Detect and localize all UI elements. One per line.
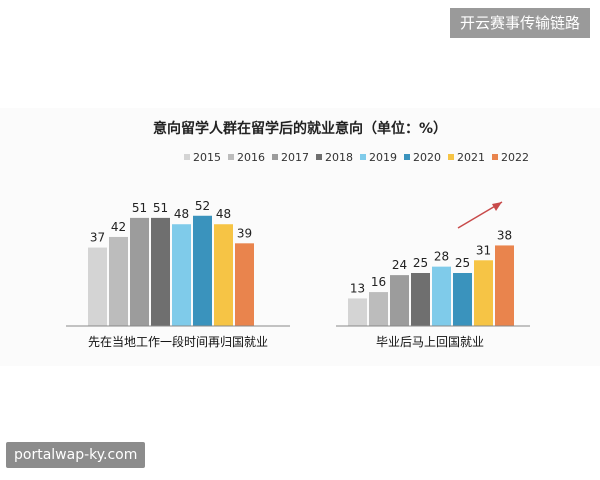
data-label-1-2018: 25 <box>413 256 428 270</box>
legend-swatch-2020 <box>404 154 410 160</box>
legend-swatch-2021 <box>448 154 454 160</box>
data-label-1-2019: 28 <box>434 250 449 264</box>
category-label-1: 毕业后马上回国就业 <box>376 335 484 349</box>
bar-0-2020 <box>193 215 212 326</box>
legend-label-2016: 2016 <box>237 151 265 164</box>
legend-label-2019: 2019 <box>369 151 397 164</box>
data-label-0-2017: 51 <box>132 201 147 215</box>
legend-swatch-2019 <box>360 154 366 160</box>
data-label-1-2017: 24 <box>392 258 407 272</box>
legend-label-2017: 2017 <box>281 151 309 164</box>
legend-label-2021: 2021 <box>457 151 485 164</box>
bar-0-2017 <box>130 217 149 326</box>
data-label-1-2020: 25 <box>455 256 470 270</box>
bar-1-2019 <box>432 266 451 326</box>
bar-1-2018 <box>411 273 430 326</box>
legend-swatch-2015 <box>184 154 190 160</box>
category-label-0: 先在当地工作一段时间再归国就业 <box>88 334 268 349</box>
data-label-1-2016: 16 <box>371 275 386 289</box>
bar-0-2019 <box>172 224 191 326</box>
watermark-badge: portalwap-ky.com <box>6 442 146 468</box>
bar-1-2015 <box>348 298 367 326</box>
brand-badge: 开云赛事传输链路 <box>449 8 590 38</box>
legend-label-2018: 2018 <box>325 151 353 164</box>
legend-swatch-2018 <box>316 154 322 160</box>
bar-1-2021 <box>474 260 493 326</box>
legend-swatch-2022 <box>492 154 498 160</box>
bar-0-2016 <box>109 236 128 326</box>
data-label-1-2021: 31 <box>476 243 491 257</box>
legend-swatch-2017 <box>272 154 278 160</box>
data-label-0-2019: 48 <box>174 207 189 221</box>
bar-1-2017 <box>390 275 409 326</box>
data-label-0-2018: 51 <box>153 201 168 215</box>
data-label-1-2022: 38 <box>497 228 512 242</box>
bars-group: 37 42 51 51 48 52 48 39 13 16 24 25 28 25 31 38 <box>88 199 514 326</box>
bar-0-2021 <box>214 224 233 326</box>
category-labels: 先在当地工作一段时间再归国就业 毕业后马上回国就业 <box>88 334 484 349</box>
legend-label-2020: 2020 <box>413 151 441 164</box>
data-label-0-2021: 48 <box>216 207 231 221</box>
data-label-0-2015: 37 <box>90 231 105 245</box>
legend: 2015 2016 2017 2018 2019 2020 2021 2022 <box>184 151 529 164</box>
bar-1-2022 <box>495 245 514 326</box>
bar-0-2022 <box>235 243 254 326</box>
chart-title: 意向留学人群在留学后的就业意向（单位：%） <box>153 120 447 137</box>
bar-0-2015 <box>88 247 107 326</box>
data-label-0-2016: 42 <box>111 220 126 234</box>
data-label-1-2015: 13 <box>350 281 365 295</box>
data-label-0-2022: 39 <box>237 226 252 240</box>
bar-1-2016 <box>369 292 388 326</box>
bar-1-2020 <box>453 273 472 326</box>
legend-label-2015: 2015 <box>193 151 221 164</box>
legend-swatch-2016 <box>228 154 234 160</box>
bar-0-2018 <box>151 217 170 326</box>
legend-label-2022: 2022 <box>501 151 529 164</box>
trend-arrow-head <box>492 202 502 211</box>
data-label-0-2020: 52 <box>195 199 210 213</box>
